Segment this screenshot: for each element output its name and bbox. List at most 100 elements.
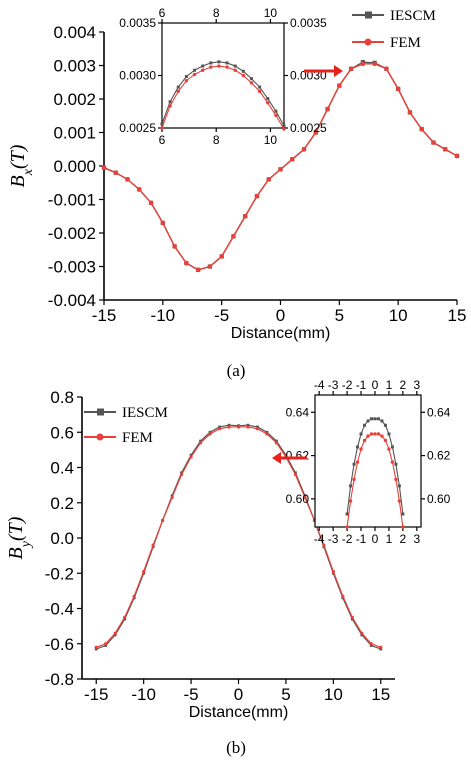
inset-series-fem-point	[225, 65, 229, 69]
inset-y-tick-label: 0.0035	[119, 16, 156, 30]
inset-x-tick-label: -3	[328, 532, 339, 546]
series-iescm-point	[369, 644, 373, 647]
inset-series-fem-point	[233, 68, 237, 72]
inset-frame	[161, 22, 285, 129]
inset-series-iescm-point	[274, 109, 278, 113]
inset-x-tick-label: 2	[400, 532, 407, 546]
inset-x-tick-label-top: 8	[213, 6, 220, 20]
inset-x-tick-label: 1	[386, 532, 393, 546]
legend: IESCM FEM	[84, 405, 168, 446]
inset-series-fem-point	[160, 126, 164, 130]
series-fem-point	[195, 267, 201, 273]
inset-series-fem-point	[355, 460, 360, 464]
inset-series-iescm-point	[387, 432, 391, 436]
series-fem-point	[142, 569, 146, 574]
series-fem-point	[161, 518, 165, 522]
inset-series-iescm-point	[160, 122, 164, 126]
inset-series-fem-point	[266, 101, 270, 105]
legend-label: FEM	[122, 430, 153, 446]
legend-swatch-marker	[97, 408, 104, 416]
inset-series-iescm-point	[401, 512, 405, 516]
series-fem-point	[384, 66, 389, 72]
inset-series-fem-point	[274, 113, 278, 118]
inset-series-fem-point	[359, 447, 363, 451]
inset-series-iescm-point	[225, 61, 229, 65]
inset-series-fem-point	[348, 499, 353, 503]
series-fem-point	[348, 66, 354, 72]
inset-y-tick-label-right: 0.0025	[290, 121, 327, 135]
x-tick-label: -15	[84, 685, 109, 704]
inset-series-fem-point	[257, 89, 262, 93]
inset-series-fem-point	[394, 477, 398, 482]
inset-series-fem-point	[352, 477, 356, 482]
y-tick-label: 0.0	[50, 529, 74, 548]
series-iescm-point	[341, 596, 345, 600]
inset-series-fem-point	[209, 65, 213, 69]
inset-series-fem-point	[387, 447, 391, 451]
series-fem-point	[372, 61, 377, 67]
series-fem-point	[407, 110, 413, 115]
inset-series-iescm-point	[345, 512, 349, 516]
inset-series-fem-point	[369, 432, 374, 436]
inset-x-tick-label: -1	[356, 532, 367, 546]
series-fem-point	[236, 425, 241, 429]
series-fem-point	[301, 146, 307, 152]
series-fem-point	[419, 126, 425, 132]
series-fem-point	[278, 167, 283, 172]
series-fem-point	[266, 177, 272, 182]
inset-series-fem-point	[397, 499, 402, 503]
series-iescm-point	[284, 453, 288, 457]
inset-series-iescm-point	[352, 462, 356, 466]
series-fem-point	[123, 615, 127, 619]
inset-x-tick-label: 3	[413, 532, 420, 546]
callout-arrow-head	[334, 65, 343, 77]
series-iescm-point	[189, 453, 193, 457]
inset-series-fem-point	[184, 79, 189, 83]
y-tick-label: 0.6	[50, 423, 74, 442]
y-axis-title: By(T)	[5, 516, 34, 559]
inset-series-iescm-point	[380, 419, 384, 423]
series-iescm-point	[94, 647, 98, 651]
x-tick-label: 15	[448, 306, 467, 325]
y-tick-label: 0.2	[50, 494, 74, 513]
y-tick-label: 0.004	[53, 23, 96, 42]
y-tick-label: 0.000	[53, 157, 96, 176]
x-tick-label: -10	[131, 685, 156, 704]
series-fem-point	[148, 200, 154, 206]
inset-series-iescm-point	[249, 77, 253, 81]
series-fem-point	[231, 234, 236, 239]
inset-x-tick-label: 10	[264, 133, 278, 147]
series-fem-point	[151, 543, 155, 547]
y-tick-label: -0.001	[48, 191, 96, 210]
inset-x-tick-label: -4	[314, 532, 325, 546]
x-tick-label: 5	[281, 685, 290, 704]
series-fem-point	[395, 86, 401, 92]
y-tick-label: 0.8	[50, 388, 74, 407]
series-iescm-point	[379, 647, 383, 651]
x-tick-label: 0	[234, 685, 243, 704]
x-tick-label: -10	[151, 306, 176, 325]
legend: IESCM FEM	[352, 8, 436, 51]
series-fem-point	[189, 455, 193, 459]
y-axis-title: Bx(T)	[7, 144, 36, 187]
series-iescm-point	[132, 596, 136, 600]
legend-swatch-marker	[96, 433, 104, 441]
inset-y-tick-label-right: 0.60	[427, 492, 451, 506]
inset-x-tick-label-top: -4	[314, 378, 325, 392]
series-iescm-point	[180, 471, 183, 475]
series-fem-point	[160, 220, 166, 226]
series-iescm-point	[123, 617, 127, 621]
inset-series-fem-point	[401, 525, 405, 529]
plot-area	[94, 423, 383, 651]
inset-frame	[314, 394, 422, 528]
inset-series-iescm-point	[209, 61, 213, 65]
series-fem-point	[313, 130, 319, 135]
inset-series-fem-point	[362, 438, 367, 443]
inset-y-tick-label: 0.0025	[119, 121, 156, 135]
series-iescm-point	[360, 633, 364, 637]
series-iescm-point	[218, 425, 221, 429]
series-iescm-point	[331, 571, 335, 575]
inset-x-tick-label: 0	[372, 532, 379, 546]
inset-y-tick-label: 0.60	[286, 492, 310, 506]
